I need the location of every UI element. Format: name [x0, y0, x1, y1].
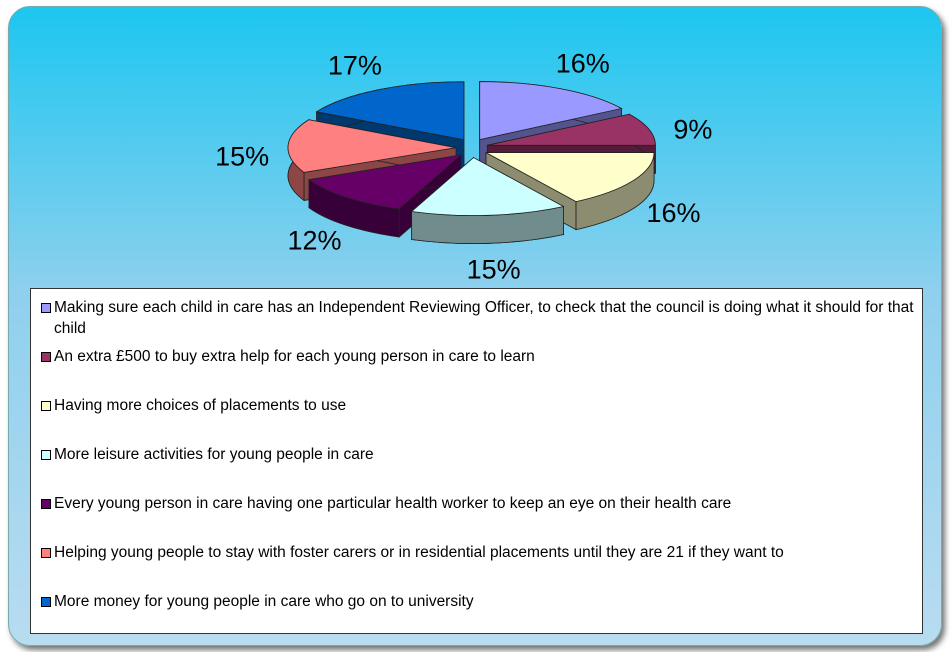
data-label: 15%	[215, 142, 269, 172]
slice	[485, 152, 655, 203]
legend-label: Every young person in care having one pa…	[54, 495, 732, 512]
legend-swatch	[41, 450, 51, 460]
legend-label: Making sure each child in care has an In…	[54, 299, 914, 337]
legend-item: More leisure activities for young people…	[41, 444, 914, 493]
legend-label: Helping young people to stay with foster…	[54, 544, 784, 561]
slice	[479, 81, 623, 141]
legend-swatch	[41, 303, 51, 313]
legend-item: Every young person in care having one pa…	[41, 493, 914, 542]
legend-label: More leisure activities for young people…	[54, 446, 374, 463]
legend-item: Helping young people to stay with foster…	[41, 542, 914, 591]
legend-item: An extra £500 to buy extra help for each…	[41, 346, 914, 395]
slice	[410, 157, 565, 216]
legend-label: Having more choices of placements to use	[54, 397, 347, 414]
slice	[315, 81, 465, 141]
data-label: 16%	[556, 49, 610, 79]
legend-label: More money for young people in care who …	[54, 593, 474, 610]
slice	[287, 119, 457, 173]
legend-swatch	[41, 499, 51, 509]
legend-swatch	[41, 401, 51, 411]
data-label: 9%	[673, 114, 712, 144]
legend-swatch	[41, 548, 51, 558]
legend: Making sure each child in care has an In…	[30, 288, 923, 634]
data-label: 17%	[328, 50, 382, 80]
legend-label: An extra £500 to buy extra help for each…	[54, 348, 535, 365]
data-label: 12%	[288, 225, 342, 255]
legend-item: Making sure each child in care has an In…	[41, 297, 914, 346]
legend-swatch	[41, 597, 51, 607]
slice	[487, 113, 656, 146]
data-label: 15%	[467, 255, 521, 285]
legend-item: More money for young people in care who …	[41, 591, 914, 640]
pie-chart: 16% 9% 16% 15% 12% 15% 17%	[215, 49, 712, 285]
data-label: 16%	[647, 198, 701, 228]
slice	[308, 154, 463, 210]
legend-item: Having more choices of placements to use	[41, 395, 914, 444]
legend-swatch	[41, 352, 51, 362]
